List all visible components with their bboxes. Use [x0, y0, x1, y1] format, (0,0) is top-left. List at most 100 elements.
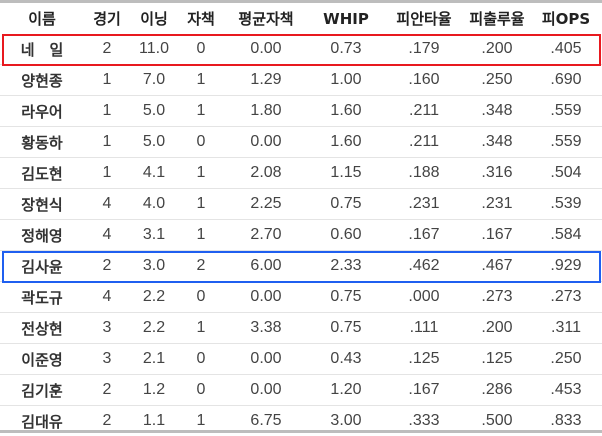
stat-cell: 2: [84, 34, 130, 65]
stat-cell: .316: [464, 158, 530, 189]
stat-cell: .462: [384, 251, 464, 282]
stat-cell: .539: [530, 189, 602, 220]
stat-cell: 0: [178, 282, 224, 313]
column-header: 피출루율: [464, 3, 530, 34]
column-header: 이름: [0, 3, 84, 34]
player-name: 양현종: [0, 65, 84, 96]
stat-cell: .559: [530, 96, 602, 127]
stat-cell: .231: [384, 189, 464, 220]
stat-cell: 1: [178, 189, 224, 220]
stat-cell: 0: [178, 127, 224, 158]
stat-cell: 3: [84, 344, 130, 375]
column-header: 경기: [84, 3, 130, 34]
stat-cell: .273: [464, 282, 530, 313]
stat-cell: 0.75: [308, 189, 384, 220]
stat-cell: 1.15: [308, 158, 384, 189]
stat-cell: 4: [84, 282, 130, 313]
stat-cell: 1: [84, 65, 130, 96]
player-name: 황동하: [0, 127, 84, 158]
stat-cell: 0.75: [308, 282, 384, 313]
stat-cell: 0.75: [308, 313, 384, 344]
player-name: 곽도규: [0, 282, 84, 313]
stat-cell: 2.08: [224, 158, 308, 189]
stat-cell: 0: [178, 344, 224, 375]
stat-cell: 1: [178, 220, 224, 251]
stat-cell: 2.25: [224, 189, 308, 220]
stat-cell: .125: [384, 344, 464, 375]
stat-cell: 4: [84, 220, 130, 251]
stat-cell: 1.29: [224, 65, 308, 96]
player-name: 김도현: [0, 158, 84, 189]
stat-cell: .311: [530, 313, 602, 344]
stat-cell: 5.0: [130, 127, 178, 158]
column-header: 평균자책: [224, 3, 308, 34]
stat-cell: 0: [178, 34, 224, 65]
stat-cell: .188: [384, 158, 464, 189]
stat-cell: 4.1: [130, 158, 178, 189]
stat-cell: .167: [384, 375, 464, 406]
stat-cell: 1.20: [308, 375, 384, 406]
stat-cell: 2.2: [130, 313, 178, 344]
stat-cell: 2.2: [130, 282, 178, 313]
stat-cell: .111: [384, 313, 464, 344]
player-name: 장현식: [0, 189, 84, 220]
stat-cell: .167: [384, 220, 464, 251]
stat-cell: 0.00: [224, 127, 308, 158]
stat-cell: .348: [464, 127, 530, 158]
stat-cell: 3.0: [130, 251, 178, 282]
stat-cell: 4.0: [130, 189, 178, 220]
stat-cell: 0.60: [308, 220, 384, 251]
stat-cell: .200: [464, 313, 530, 344]
stat-cell: 2: [84, 251, 130, 282]
stat-cell: .504: [530, 158, 602, 189]
stat-cell: 0.00: [224, 282, 308, 313]
stat-cell: 1: [178, 96, 224, 127]
stat-cell: 1.60: [308, 96, 384, 127]
stat-cell: 0.43: [308, 344, 384, 375]
stat-cell: .250: [464, 65, 530, 96]
column-header: 자책: [178, 3, 224, 34]
stat-cell: 2: [178, 251, 224, 282]
stat-cell: 11.0: [130, 34, 178, 65]
stat-cell: .179: [384, 34, 464, 65]
stat-cell: .405: [530, 34, 602, 65]
stat-cell: 0.73: [308, 34, 384, 65]
stat-cell: .559: [530, 127, 602, 158]
stat-cell: .467: [464, 251, 530, 282]
stat-cell: .160: [384, 65, 464, 96]
stat-cell: 4: [84, 189, 130, 220]
stat-cell: .250: [530, 344, 602, 375]
player-name: 네 일: [0, 34, 84, 65]
stat-cell: .000: [384, 282, 464, 313]
stat-cell: .690: [530, 65, 602, 96]
column-header: 피OPS: [530, 3, 602, 34]
stat-cell: 1.2: [130, 375, 178, 406]
stat-cell: 0.00: [224, 344, 308, 375]
stat-cell: .231: [464, 189, 530, 220]
stat-cell: .211: [384, 96, 464, 127]
stat-cell: 5.0: [130, 96, 178, 127]
stat-cell: 3.38: [224, 313, 308, 344]
stat-cell: .584: [530, 220, 602, 251]
player-name: 정해영: [0, 220, 84, 251]
player-name: 이준영: [0, 344, 84, 375]
stat-cell: 1: [84, 158, 130, 189]
stat-cell: 1: [178, 65, 224, 96]
stat-cell: 6.00: [224, 251, 308, 282]
player-name: 전상현: [0, 313, 84, 344]
stat-cell: .286: [464, 375, 530, 406]
stat-cell: 1.60: [308, 127, 384, 158]
stat-cell: .453: [530, 375, 602, 406]
stat-cell: .929: [530, 251, 602, 282]
stat-cell: 1.80: [224, 96, 308, 127]
